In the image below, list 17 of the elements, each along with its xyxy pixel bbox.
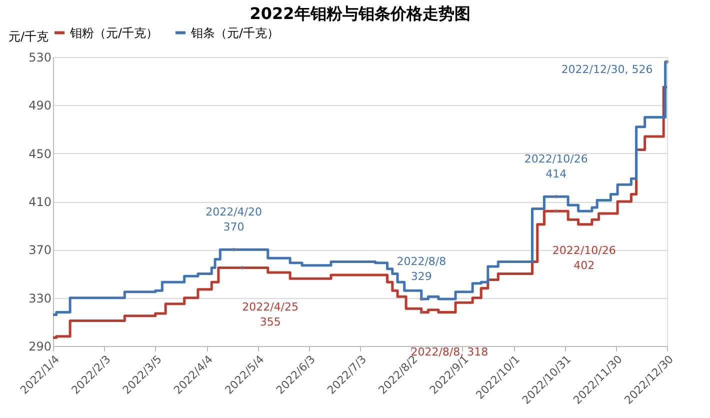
y-tick-label: 290 <box>28 340 52 354</box>
annotation: 2022/4/25 355 <box>242 300 299 329</box>
y-tick-label: 410 <box>28 195 52 209</box>
legend-label: 钼条（元/千克） <box>190 26 280 40</box>
annotation: 2022/4/20 370 <box>206 206 262 234</box>
annotation: 2022/10/26 414 <box>524 152 588 181</box>
chart-title: 2022年钼粉与钼条价格走势图 <box>250 4 470 23</box>
y-tick-label: 370 <box>28 243 52 258</box>
legend-label: 钼粉（元/千克） <box>69 26 158 40</box>
y-axis-title: 元/千克 <box>8 30 49 44</box>
y-tick-label: 330 <box>28 291 52 306</box>
annotation: 2022/12/30, 526 <box>561 62 653 76</box>
annotation: 2022/10/26 402 <box>552 244 616 272</box>
y-tick-label: 530 <box>28 50 52 64</box>
y-tick-label: 450 <box>28 146 52 161</box>
annotation: 2022/8/8 329 <box>396 255 446 284</box>
y-tick-label: 490 <box>28 98 52 113</box>
